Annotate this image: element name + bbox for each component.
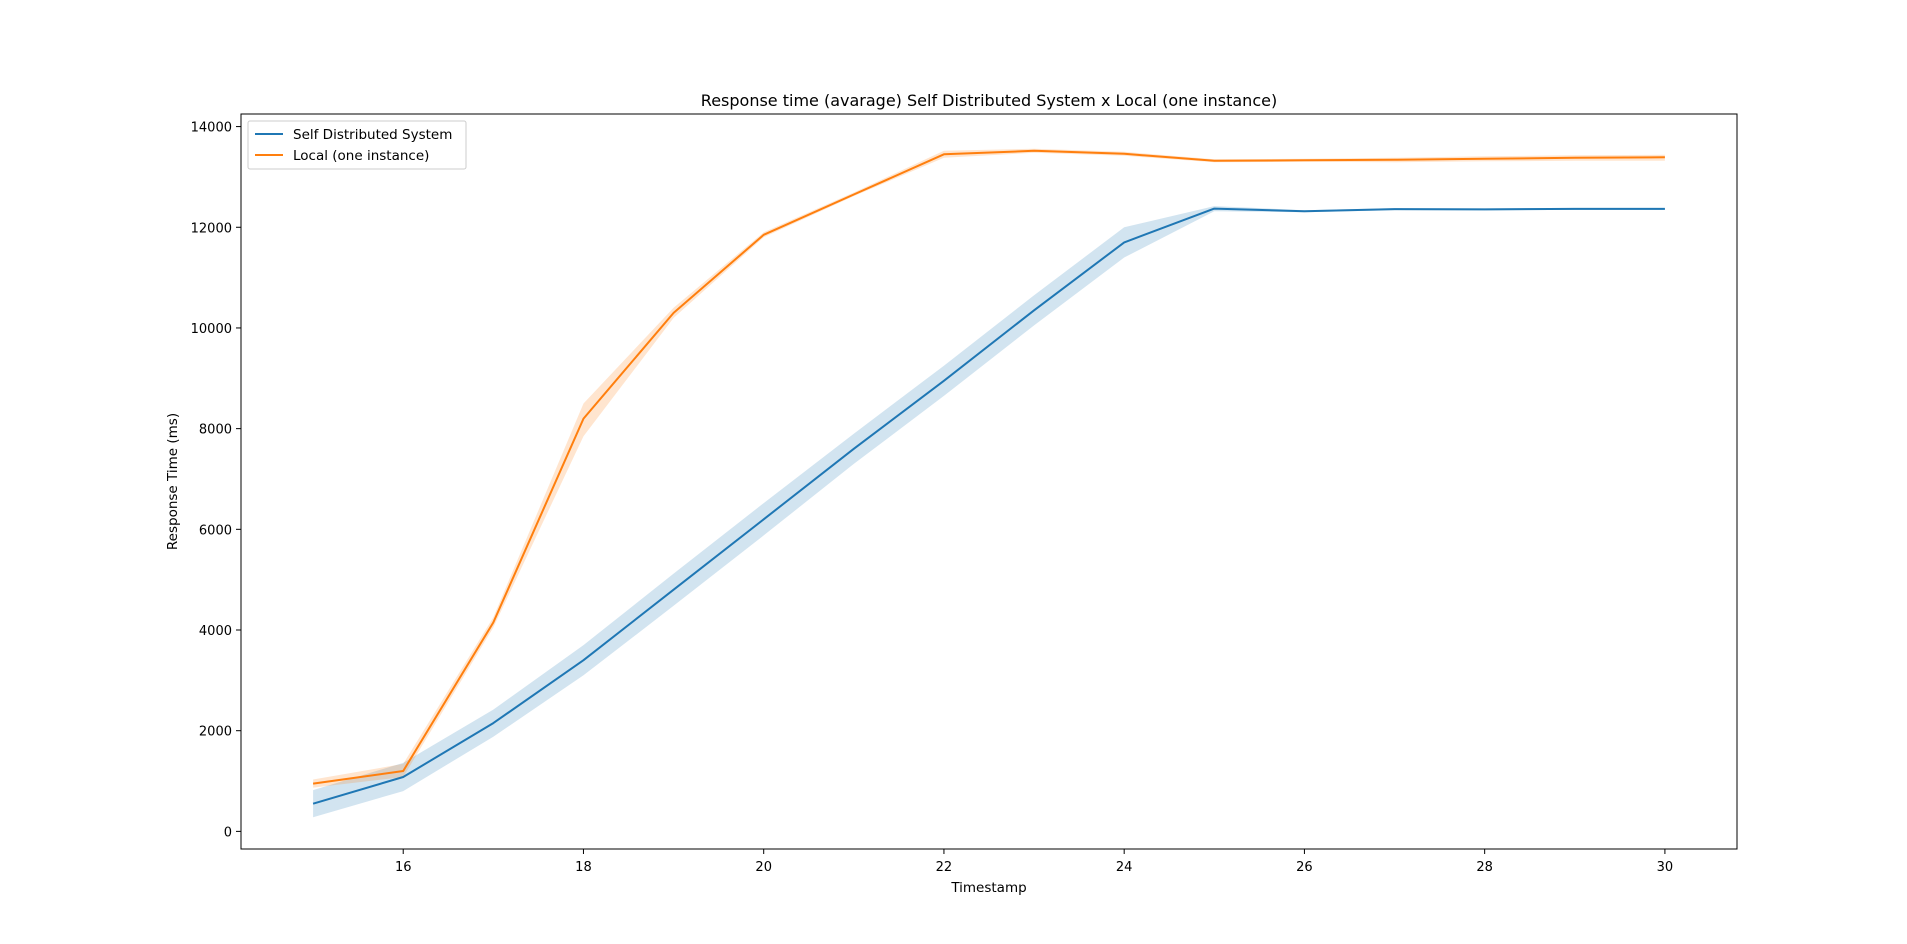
legend: Self Distributed System Local (one instan… [247, 120, 467, 170]
legend-label-1: Local (one instance) [293, 148, 429, 164]
x-tick-label: 24 [1116, 860, 1133, 875]
series-line-0 [312, 207, 1665, 805]
y-tick-label: 10000 [191, 322, 232, 337]
x-tick-label: 18 [575, 860, 592, 875]
series-lines [312, 149, 1665, 805]
x-tick-label: 20 [755, 860, 772, 875]
confidence-band-1 [313, 148, 1665, 788]
x-tick-label: 16 [395, 860, 412, 875]
confidence-band-0 [313, 206, 1665, 818]
x-axis-label: Timestamp [950, 880, 1026, 896]
x-tick-label: 30 [1657, 860, 1674, 875]
y-tick-label: 0 [224, 825, 232, 840]
y-axis-label: Response Time (ms) [165, 413, 181, 550]
y-tick-label: 12000 [191, 221, 232, 236]
y-axis-ticks: 0 2000 4000 6000 8000 10000 12000 14000 [191, 121, 241, 840]
x-tick-label: 28 [1476, 860, 1493, 875]
y-tick-label: 8000 [199, 423, 232, 438]
legend-label-0: Self Distributed System [293, 127, 452, 143]
y-tick-label: 6000 [199, 523, 232, 538]
y-tick-label: 14000 [191, 121, 232, 136]
y-tick-label: 4000 [199, 624, 232, 639]
chart-title: Response time (avarage) Self Distributed… [701, 91, 1277, 110]
series-line-1 [312, 149, 1665, 785]
x-axis-ticks: 16 18 20 22 24 26 28 30 [395, 849, 1673, 875]
confidence-bands [313, 148, 1665, 818]
x-tick-label: 22 [936, 860, 953, 875]
legend-box [247, 120, 467, 170]
x-tick-label: 26 [1296, 860, 1313, 875]
y-tick-label: 2000 [199, 725, 232, 740]
plot-frame [240, 113, 1738, 850]
